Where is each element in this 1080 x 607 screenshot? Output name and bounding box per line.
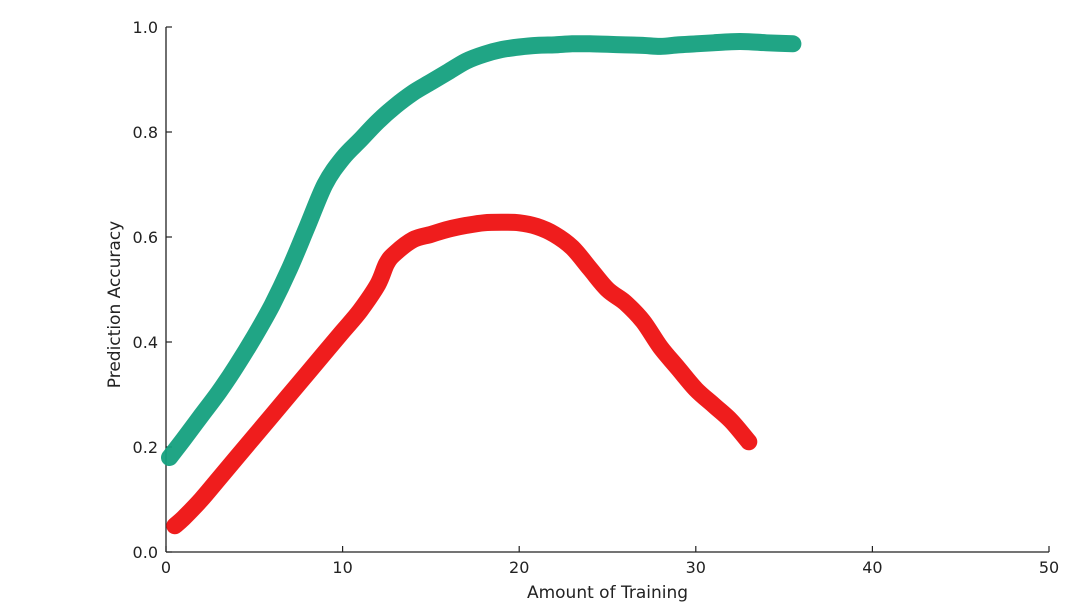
y-tick-label: 0.0: [133, 543, 158, 562]
y-axis-title: Prediction Accuracy: [105, 221, 125, 388]
x-tick-label: 0: [161, 558, 171, 577]
x-tick-label: 30: [686, 558, 706, 577]
axis-labels: Amount of Training Prediction Accuracy: [105, 221, 688, 603]
x-tick-label: 50: [1039, 558, 1059, 577]
y-tick-label: 1.0: [133, 18, 158, 37]
x-axis-title: Amount of Training: [527, 583, 688, 603]
chart-axes: 0 10 20 30 40 50 0.0 0.2 0.4 0.6 0.8 1.0: [133, 18, 1060, 577]
y-tick-label: 0.6: [133, 228, 158, 247]
y-tick-label: 0.2: [133, 438, 158, 457]
y-tick-label: 0.4: [133, 333, 158, 352]
series-line-2: [166, 213, 758, 535]
series-line-1: [161, 33, 802, 466]
x-tick-label: 40: [862, 558, 882, 577]
series-layer: [161, 33, 802, 535]
x-tick-label: 20: [509, 558, 529, 577]
y-tick-label: 0.8: [133, 123, 158, 142]
x-tick-label: 10: [332, 558, 352, 577]
